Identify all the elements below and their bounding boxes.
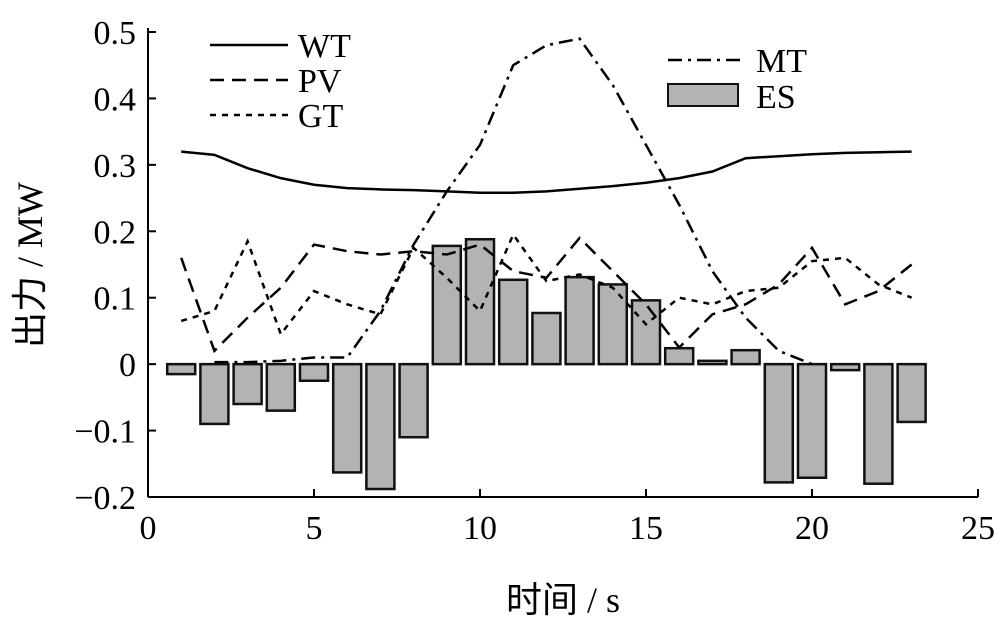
gt-line [180,232,913,337]
legend-label-wt: WT [298,28,351,65]
x-tick-label: 15 [629,510,663,547]
es-bar [896,362,927,424]
y-tick-label: 0.3 [94,148,137,185]
y-axis-label: 出力 / MW [10,182,50,348]
es-bar [497,278,529,366]
legend-label-es: ES [756,79,796,116]
es-bar [796,362,828,479]
es-bar [730,348,761,366]
es-bar [165,362,197,376]
legend-swatch-es [667,83,739,107]
x-axis-label: 时间 / s [506,580,620,620]
es-bar [863,362,894,485]
es-bar [697,359,728,366]
es-bar [763,362,795,484]
legend-label-gt: GT [298,98,344,135]
x-tick-label: 20 [795,510,829,547]
y-tick-label: 0.1 [94,281,137,318]
mt-line [214,37,813,366]
es-bar [597,283,629,366]
legend-label-pv: PV [298,63,342,100]
es-bar [829,362,861,372]
es-bar [398,362,429,439]
y-tick-label: 0 [119,347,136,384]
y-tick-label: 0.4 [94,81,137,118]
es-bar [464,238,496,366]
legend-label-mt: MT [756,43,807,80]
y-tick-label: 0.2 [94,214,137,251]
y-tick-label: 0.5 [94,15,137,52]
y-tick-label: −0.1 [74,414,136,451]
x-tick-label: 10 [463,510,497,547]
es-bar [232,362,263,406]
es-bar [365,362,396,491]
es-bar [199,362,230,426]
pv-line [180,236,913,354]
es-bar [431,244,463,366]
x-tick-label: 0 [140,510,157,547]
es-bar [531,311,562,366]
es-bar [298,362,330,382]
x-tick-label: 25 [961,510,995,547]
es-bar [564,275,595,366]
wt-line [181,150,912,195]
es-bar [265,362,297,412]
es-bar [331,362,363,474]
es-bar [663,346,695,366]
y-tick-label: −0.2 [74,480,136,517]
x-tick-label: 5 [306,510,323,547]
es-bar [630,299,662,366]
